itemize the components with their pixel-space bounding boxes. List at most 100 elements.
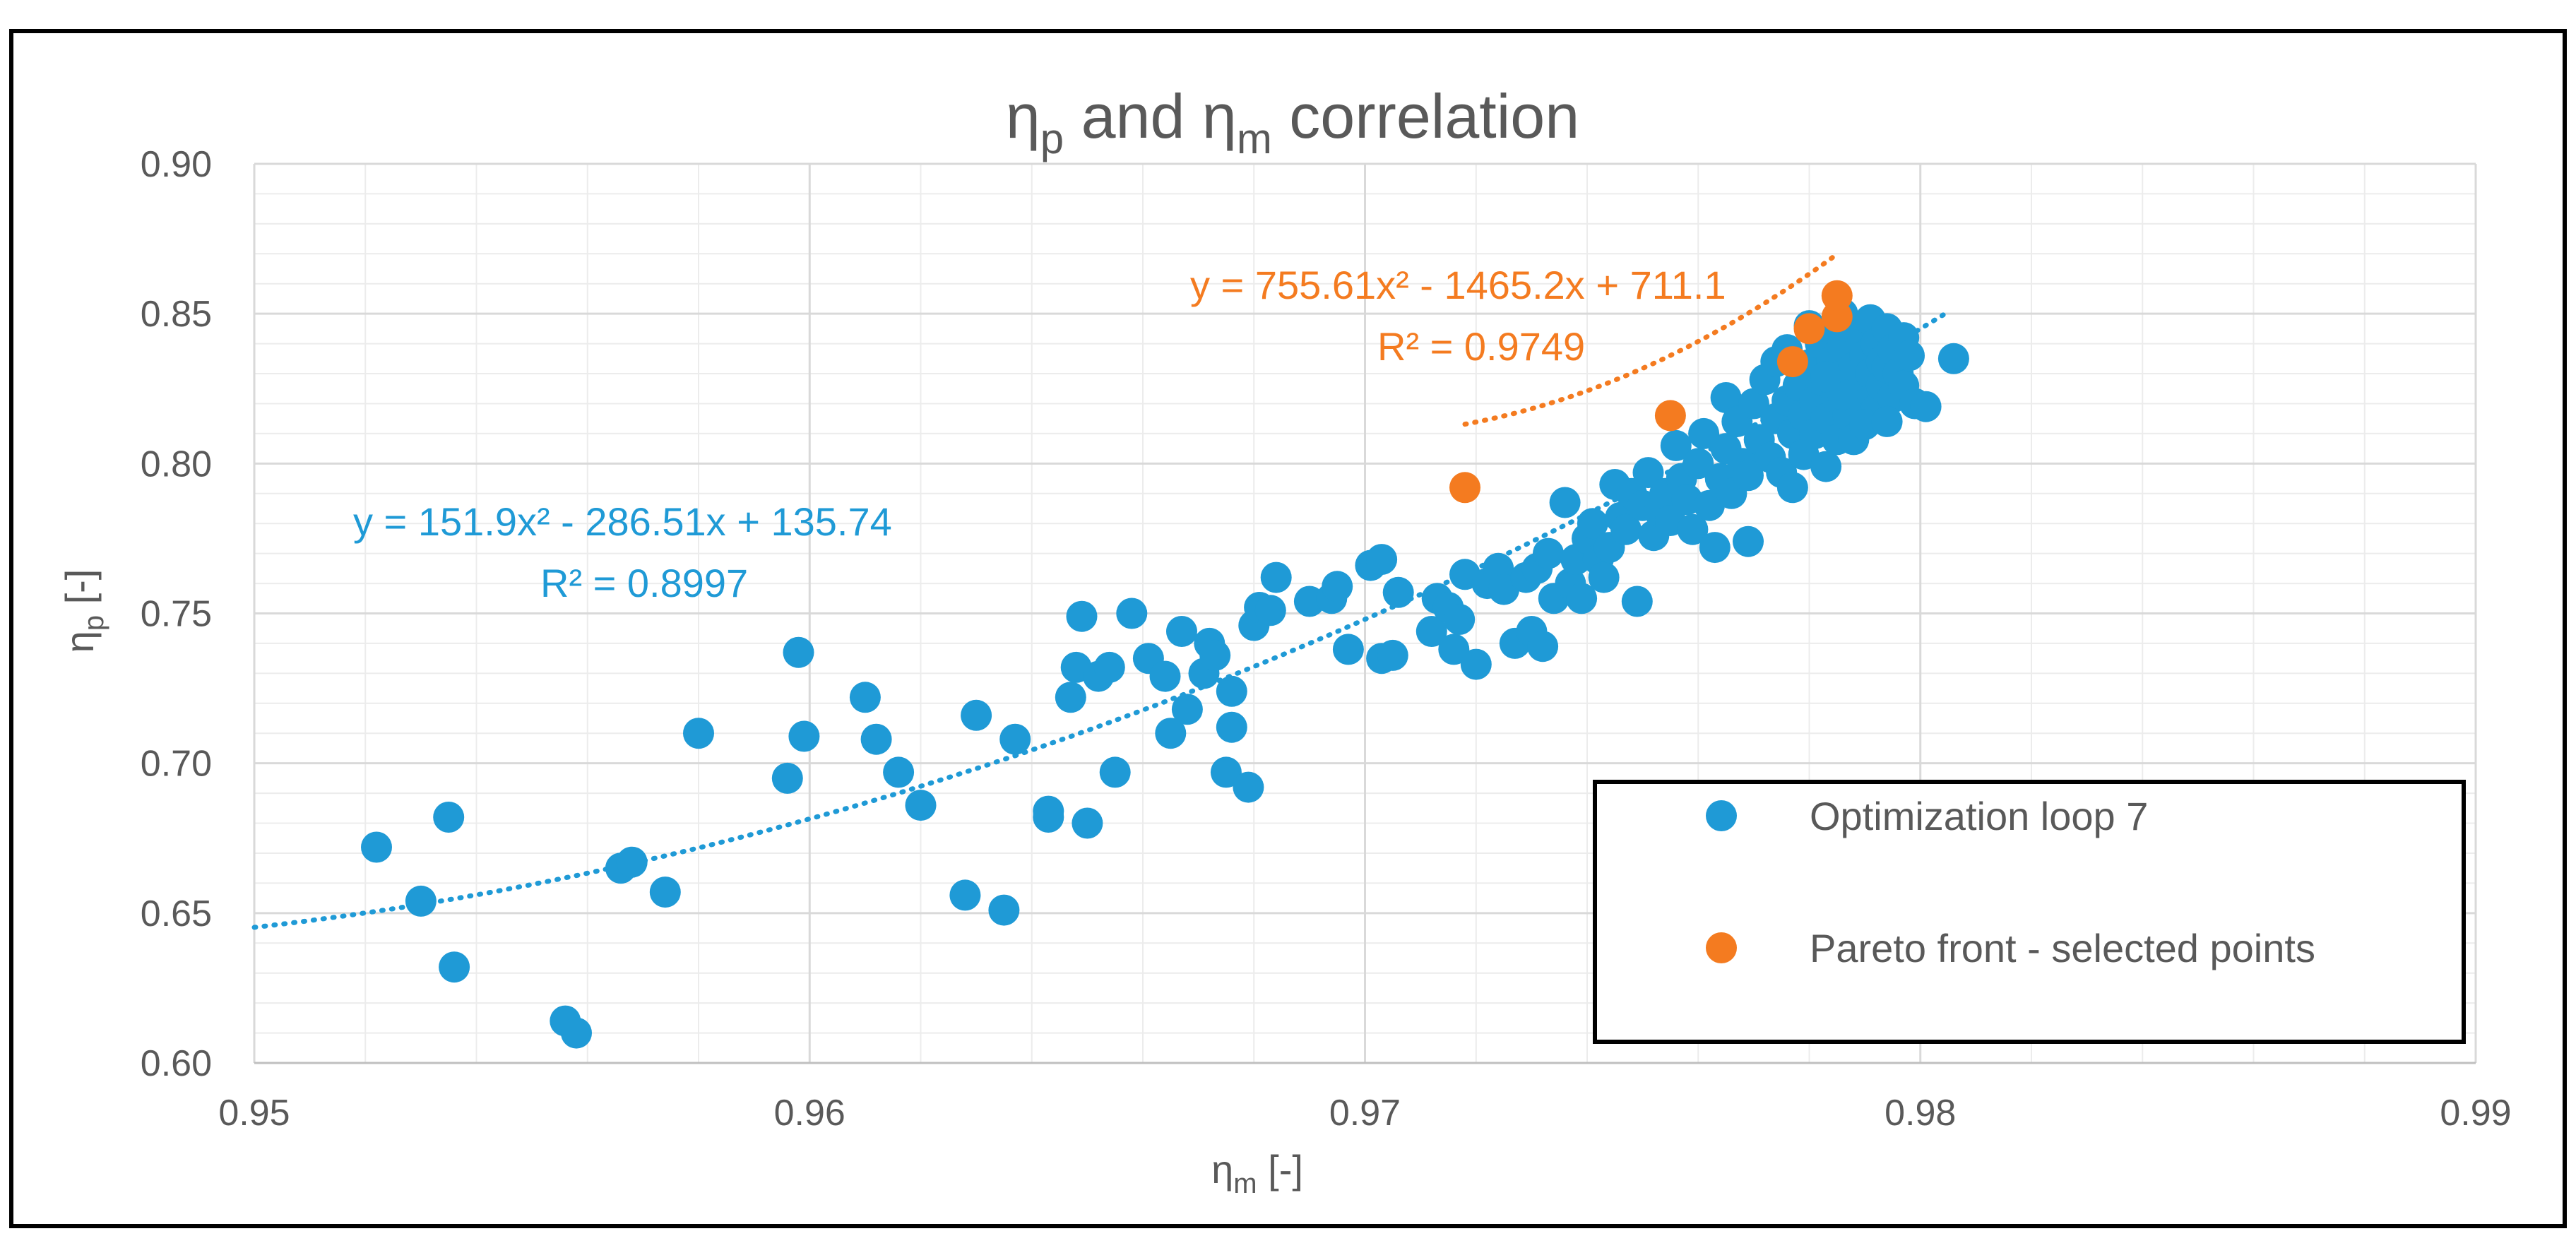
orange-trend-equation: y = 755.61x² - 1465.2x + 711.1 [1190, 263, 1726, 307]
data-point-optimization [849, 682, 881, 713]
data-point-optimization [1066, 600, 1098, 632]
y-tick-label: 0.80 [141, 444, 212, 485]
data-point-optimization [1377, 639, 1408, 671]
data-point-optimization [616, 846, 648, 878]
y-axis-title: ηp [-] [57, 569, 109, 653]
data-point-optimization [1438, 634, 1470, 665]
data-point-optimization [1677, 513, 1709, 545]
x-tick-label: 0.99 [2440, 1093, 2511, 1134]
data-point-optimization [1322, 571, 1353, 602]
data-point-pareto [1654, 400, 1686, 432]
blue-trend-r2: R² = 0.8997 [540, 561, 748, 605]
data-point-optimization [1382, 576, 1414, 608]
data-point-optimization [649, 876, 681, 908]
data-point-optimization [1871, 405, 1903, 437]
data-point-pareto [1793, 313, 1825, 345]
data-point-optimization [999, 723, 1031, 755]
data-point-optimization [1660, 429, 1692, 461]
data-point-optimization [1588, 561, 1620, 593]
data-point-optimization [1776, 472, 1808, 504]
data-point-optimization [1444, 604, 1476, 635]
data-point-optimization [788, 720, 820, 752]
y-tick-label: 0.70 [141, 744, 212, 785]
blue-trend-equation: y = 151.9x² - 286.51x + 135.74 [353, 499, 892, 544]
data-point-optimization [1366, 544, 1398, 576]
data-point-optimization [1233, 771, 1264, 803]
y-tick-label: 0.60 [141, 1043, 212, 1084]
data-point-optimization [1621, 586, 1653, 617]
chart-title: ηp and ηm correlation [1006, 81, 1579, 162]
data-point-optimization [1733, 525, 1764, 557]
trendline-pareto-front [1462, 251, 1840, 427]
x-tick-label: 0.95 [218, 1093, 290, 1134]
series-pareto-front [1449, 280, 1853, 504]
data-point-optimization [1533, 537, 1564, 569]
x-tick-label: 0.96 [774, 1093, 845, 1134]
data-point-optimization [1166, 616, 1197, 647]
data-point-optimization [961, 699, 992, 731]
data-point-optimization [1810, 451, 1842, 482]
data-point-optimization [1216, 675, 1247, 707]
data-point-optimization [1171, 694, 1203, 725]
data-point-optimization [439, 951, 470, 983]
data-point-optimization [1688, 417, 1720, 449]
y-tick-label: 0.75 [141, 594, 212, 635]
data-point-optimization [1210, 756, 1242, 788]
legend-marker-blue [1706, 800, 1737, 831]
data-point-optimization [1099, 756, 1131, 788]
data-point-optimization [1733, 460, 1764, 492]
x-axis-title: ηm [-] [1211, 1147, 1303, 1199]
data-point-optimization [771, 762, 803, 794]
data-point-optimization [433, 802, 465, 833]
data-point-optimization [1216, 711, 1247, 743]
legend-box [1593, 780, 2466, 1044]
data-point-optimization [1155, 718, 1187, 749]
data-point-optimization [1894, 340, 1925, 372]
data-point-optimization [905, 790, 937, 821]
data-point-optimization [860, 723, 892, 755]
data-point-optimization [1055, 682, 1086, 713]
chart-frame [9, 29, 2567, 1228]
x-tick-labels: 0.95 0.96 0.97 0.98 0.99 [218, 1093, 2511, 1134]
data-point-optimization [1682, 448, 1714, 480]
data-point-optimization [1093, 651, 1125, 683]
data-point-optimization [1072, 807, 1103, 839]
data-point-optimization [1415, 616, 1447, 647]
data-point-optimization [1710, 382, 1742, 413]
data-point-optimization [949, 879, 981, 911]
y-tick-label: 0.65 [141, 893, 212, 934]
data-point-pareto [1776, 346, 1808, 378]
data-point-optimization [1577, 508, 1608, 540]
data-point-optimization [988, 894, 1020, 926]
data-point-optimization [1699, 532, 1731, 564]
y-tick-label: 0.90 [141, 144, 212, 185]
data-point-optimization [1149, 660, 1181, 692]
data-point-optimization [1260, 561, 1292, 593]
data-point-optimization [1116, 598, 1148, 629]
legend-marker-orange [1706, 932, 1737, 963]
data-point-optimization [783, 636, 814, 668]
data-point-optimization [1332, 634, 1364, 665]
data-point-optimization [683, 718, 714, 749]
x-tick-label: 0.98 [1884, 1093, 1956, 1134]
data-point-optimization [361, 831, 392, 863]
data-point-optimization [1810, 361, 1842, 393]
data-point-optimization [1033, 795, 1064, 827]
data-point-optimization [1549, 487, 1581, 518]
data-point-optimization [1610, 513, 1642, 545]
data-point-optimization [1738, 388, 1769, 420]
y-tick-labels: 0.60 0.65 0.70 0.75 0.80 0.85 0.90 [141, 144, 212, 1084]
data-point-optimization [405, 885, 437, 917]
series-optimization-loop-7 [361, 298, 1969, 1049]
trendlines [251, 251, 1951, 930]
data-point-optimization [1566, 583, 1598, 614]
data-point-pareto [1821, 280, 1853, 311]
data-point-optimization [1460, 648, 1492, 680]
data-point-optimization [1527, 631, 1559, 662]
data-point-pareto [1449, 472, 1480, 504]
data-point-optimization [561, 1017, 592, 1049]
legend-label-pareto-front: Pareto front - selected points [1810, 926, 2315, 970]
data-point-optimization [1910, 391, 1942, 422]
data-point-optimization [1254, 595, 1286, 626]
